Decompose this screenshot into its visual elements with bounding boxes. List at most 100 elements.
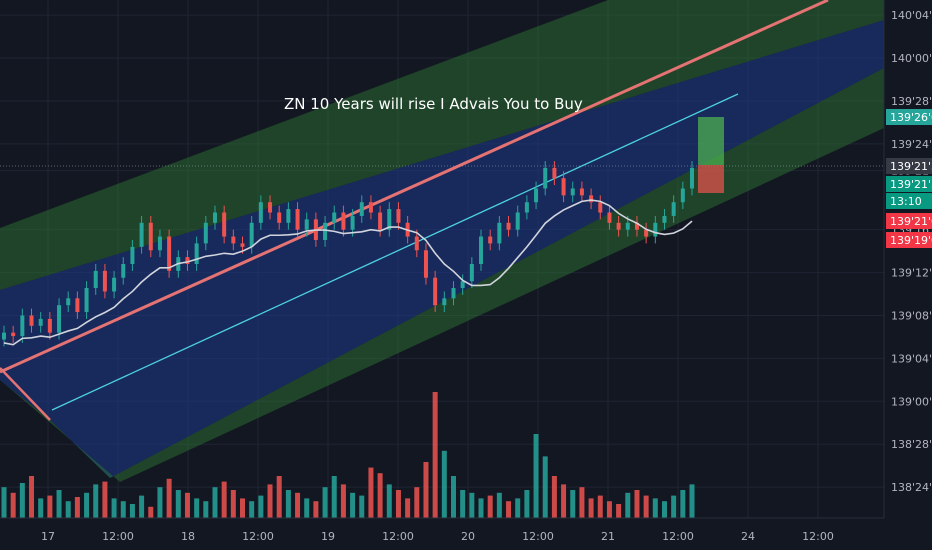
entry-price-badge-bg — [886, 176, 932, 192]
x-tick-label: 12:00 — [662, 530, 694, 543]
volume-bar — [423, 462, 429, 518]
x-tick-label: 12:00 — [802, 530, 834, 543]
volume-bar — [47, 495, 53, 518]
entry-price-badge: 139'21'5 — [886, 176, 932, 192]
volume-bar — [240, 498, 246, 518]
time-axis-background — [0, 518, 932, 550]
x-tick-label: 12:00 — [242, 530, 274, 543]
volume-bar — [184, 492, 190, 518]
candle-body — [625, 222, 630, 230]
candle-body — [258, 202, 263, 223]
candle-body — [396, 209, 401, 223]
moving-average-line — [3, 199, 693, 346]
volume-bar — [395, 490, 401, 518]
volume-bar — [304, 498, 310, 518]
volume-bar — [588, 498, 594, 518]
current-price-badge: 139'21'5 — [886, 158, 932, 174]
candle-body — [488, 236, 493, 244]
candle-body — [469, 264, 474, 282]
regression-channel — [0, 0, 884, 482]
channel-middle-band — [0, 20, 884, 478]
volume-bar — [414, 487, 420, 518]
long-position-tool[interactable] — [698, 117, 724, 193]
y-tick-label: 139'28'0 — [891, 95, 932, 108]
volume-bar — [634, 490, 640, 518]
volume-bar — [19, 483, 25, 518]
candle-body — [479, 236, 484, 264]
volume-bar — [194, 498, 200, 518]
candle-body — [690, 167, 694, 189]
volume-bar — [506, 501, 512, 518]
countdown-badge: 13:10 — [886, 193, 932, 209]
candle-body — [414, 236, 419, 251]
x-tick-labels: 17 12:00 18 12:00 19 12:00 20 12:00 21 12:00 24 12:… — [41, 530, 834, 543]
volume-bar — [368, 467, 374, 518]
candle-body — [662, 215, 667, 223]
volume-bar — [450, 476, 456, 518]
candle-body — [323, 222, 328, 240]
candle-body — [387, 209, 392, 230]
y-tick-label: 140'04'0 — [891, 9, 932, 22]
x-tick-label: 12:00 — [382, 530, 414, 543]
y-tick-label: 138'24'0 — [891, 481, 932, 494]
candle-body — [57, 305, 62, 333]
volume-bar — [597, 495, 603, 518]
time-axis: 17 12:00 18 12:00 19 12:00 20 12:00 21 12:00 24 12:… — [0, 517, 932, 550]
volume-bar — [469, 492, 475, 518]
volume-bar — [38, 498, 44, 518]
stop-price-badge-upper: 139'21'0 — [886, 213, 932, 229]
candle-body — [341, 212, 346, 230]
volume-bar — [276, 476, 282, 518]
regression-line-segment — [0, 367, 51, 421]
candle-body — [442, 298, 447, 306]
volume-bar — [561, 484, 567, 518]
volume-bar — [515, 498, 521, 518]
volume-bar — [478, 498, 484, 518]
volume-bar — [313, 501, 319, 518]
candle-body — [460, 281, 465, 289]
volume-bar — [542, 456, 548, 518]
volume-bar — [524, 490, 530, 518]
candle-body — [112, 277, 117, 292]
candle-body — [561, 178, 566, 196]
x-tick-label: 19 — [321, 530, 335, 543]
countdown-badge-text: 13:10 — [890, 195, 922, 208]
y-tick-label: 139'00'0 — [891, 395, 932, 408]
y-tick-label: 139'08'0 — [891, 309, 932, 322]
price-axis: 140'04'0 140'00'0 139'28'0 139'24'0 139'21'5… — [883, 0, 932, 550]
volume-bar — [212, 487, 218, 518]
volume-bar — [625, 492, 631, 518]
candle-body — [534, 188, 539, 203]
trend-line — [51, 93, 739, 411]
volume-bar — [267, 484, 273, 518]
candle-body — [249, 222, 254, 247]
volume-bar — [579, 487, 585, 518]
candle-body — [304, 219, 309, 230]
candle-body — [286, 209, 291, 223]
volume-bar — [166, 478, 172, 518]
target-price-badge: 139'26'0 — [886, 109, 932, 125]
candle-body — [506, 222, 511, 230]
target-price-badge-bg — [886, 109, 932, 125]
y-tick-label: 138'28'0 — [891, 438, 932, 451]
volume-bar — [322, 487, 328, 518]
candle-body — [203, 222, 208, 244]
candle-body — [11, 332, 16, 337]
x-tick-label: 20 — [461, 530, 475, 543]
candle-body — [332, 212, 337, 223]
countdown-badge-bg — [886, 193, 932, 209]
stop-price-badge-bg — [886, 232, 932, 248]
volume-bar — [643, 495, 649, 518]
volume-bar — [551, 476, 557, 518]
chart-title: ZN 10 Years will rise I Advais You to Bu… — [284, 95, 583, 113]
candle-body — [378, 212, 383, 230]
candle-body — [130, 246, 135, 264]
candle-body — [47, 318, 52, 333]
y-tick-label: 140'00'0 — [891, 52, 932, 65]
stop-zone — [698, 165, 724, 193]
y-tick-label: 139'24'0 — [891, 138, 932, 151]
candle-body — [75, 298, 80, 313]
candle-body — [497, 222, 502, 244]
x-tick-label: 21 — [601, 530, 615, 543]
